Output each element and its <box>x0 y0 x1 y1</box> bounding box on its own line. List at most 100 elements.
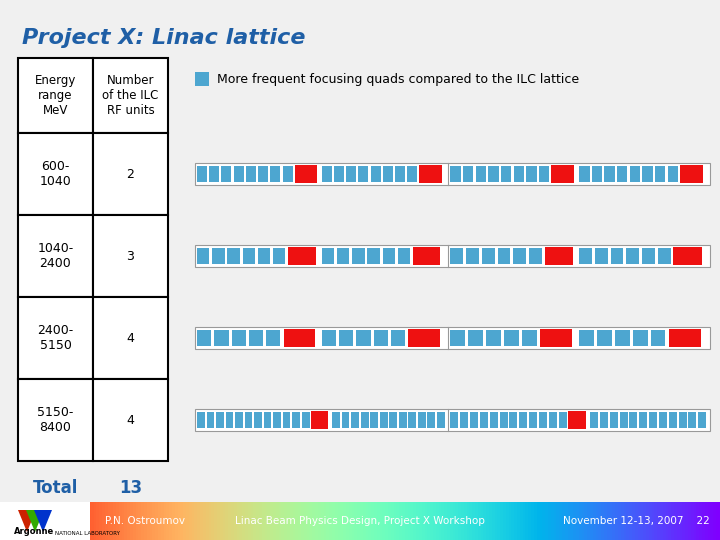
Bar <box>642 248 655 264</box>
Bar <box>294 165 317 184</box>
Bar <box>93 58 168 133</box>
Bar <box>678 412 687 428</box>
Bar <box>322 330 336 346</box>
Bar <box>390 412 397 428</box>
Text: Linac Beam Physics Design, Project X Workshop: Linac Beam Physics Design, Project X Wor… <box>235 516 485 526</box>
Bar <box>463 166 473 182</box>
Bar <box>371 166 381 182</box>
Bar <box>270 166 280 182</box>
Text: 4: 4 <box>127 332 135 345</box>
Bar <box>667 166 678 182</box>
Bar <box>420 165 441 184</box>
Bar <box>659 412 667 428</box>
Bar <box>0 502 90 540</box>
Bar <box>356 330 371 346</box>
Bar <box>195 327 710 349</box>
Bar <box>195 245 710 267</box>
Text: 2400-
5150: 2400- 5150 <box>37 324 73 352</box>
Bar <box>351 412 359 428</box>
Bar <box>367 248 379 264</box>
Bar <box>651 330 665 346</box>
Bar <box>688 412 696 428</box>
Bar <box>212 248 225 264</box>
Bar <box>374 330 388 346</box>
Bar <box>397 248 410 264</box>
Bar <box>630 166 640 182</box>
Bar <box>500 412 508 428</box>
Bar <box>669 329 701 347</box>
Bar <box>597 330 612 346</box>
Bar <box>568 410 586 429</box>
Bar <box>595 248 608 264</box>
Bar <box>544 247 573 265</box>
Bar <box>225 412 233 428</box>
Bar <box>468 330 483 346</box>
Bar <box>383 166 393 182</box>
Bar <box>428 412 435 428</box>
Bar <box>460 412 468 428</box>
Polygon shape <box>34 510 52 532</box>
Bar <box>264 412 271 428</box>
Bar <box>370 412 378 428</box>
Bar <box>600 412 608 428</box>
Bar <box>197 330 211 346</box>
Polygon shape <box>18 510 36 532</box>
Bar <box>669 412 677 428</box>
Text: P.N. Ostroumov: P.N. Ostroumov <box>105 516 185 526</box>
Bar <box>283 412 290 428</box>
Bar <box>698 412 706 428</box>
Bar <box>513 248 526 264</box>
Bar <box>408 166 418 182</box>
Bar <box>246 166 256 182</box>
Bar <box>549 412 557 428</box>
Bar <box>486 330 501 346</box>
Bar <box>382 248 395 264</box>
Bar <box>590 412 598 428</box>
Bar <box>311 410 328 429</box>
Bar <box>592 166 602 182</box>
Bar <box>504 330 518 346</box>
Bar <box>197 248 210 264</box>
Text: NATIONAL LABORATORY: NATIONAL LABORATORY <box>55 531 120 536</box>
Bar <box>658 248 670 264</box>
Bar <box>655 166 665 182</box>
Bar <box>680 165 703 184</box>
Bar <box>559 412 567 428</box>
Bar <box>391 330 405 346</box>
Bar <box>451 330 465 346</box>
Bar <box>254 412 262 428</box>
Text: 5150-
8400: 5150- 8400 <box>37 406 73 434</box>
Bar <box>228 248 240 264</box>
Bar <box>93 215 168 297</box>
Bar <box>451 166 461 182</box>
Bar <box>466 248 479 264</box>
Bar <box>334 166 344 182</box>
Bar <box>210 166 220 182</box>
Bar <box>480 412 488 428</box>
Bar <box>195 409 710 431</box>
Bar <box>215 330 228 346</box>
Bar <box>619 412 628 428</box>
Bar <box>476 166 486 182</box>
Bar <box>207 412 215 428</box>
Bar <box>642 166 653 182</box>
Bar <box>649 412 657 428</box>
Bar <box>522 330 536 346</box>
Bar <box>18 215 93 297</box>
Text: 13: 13 <box>119 479 142 497</box>
Bar <box>284 329 315 347</box>
Bar <box>235 412 243 428</box>
Bar <box>639 412 647 428</box>
Bar <box>513 166 524 182</box>
Bar <box>93 379 168 461</box>
Bar <box>529 248 542 264</box>
Bar <box>195 72 209 86</box>
Text: Project X: Linac lattice: Project X: Linac lattice <box>22 28 305 48</box>
Bar <box>529 412 537 428</box>
Bar <box>629 412 637 428</box>
Text: 2: 2 <box>127 167 135 180</box>
Bar <box>617 166 627 182</box>
Bar <box>361 412 369 428</box>
Bar <box>395 166 405 182</box>
Bar <box>526 166 536 182</box>
